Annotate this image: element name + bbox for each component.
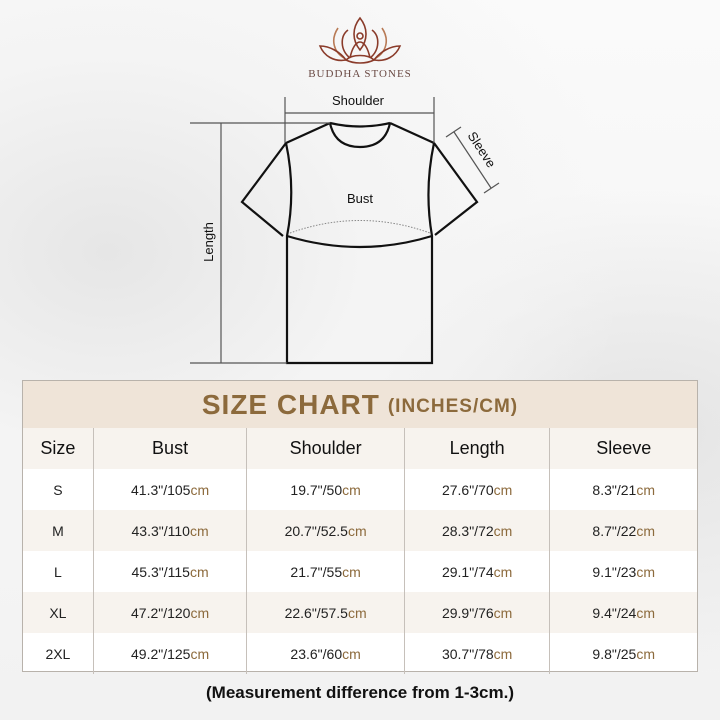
value-inches: 9.4"/24 [592, 604, 637, 621]
value-inches: 9.1"/23 [592, 563, 637, 580]
value-unit: cm [342, 481, 361, 498]
value-cell: 29.1"/74 cm [403, 551, 550, 592]
value-unit: cm [636, 481, 655, 498]
value-cell: 27.6"/70 cm [403, 469, 550, 510]
header-cell: Sleeve [549, 428, 697, 469]
size-cell: S [53, 481, 63, 498]
length-label: Length [201, 222, 216, 262]
value-inches: 41.3"/105 [131, 481, 191, 498]
value-unit: cm [347, 604, 367, 621]
brand-name: BUDDHA STONES [308, 68, 412, 80]
value-cell: 9.8"/25 cm [549, 633, 697, 674]
value-inches: 43.3"/110 [131, 522, 190, 539]
size-chart-title: SIZE CHART (INCHES/CM) [23, 381, 697, 428]
value-cell: 45.3"/115 cm [92, 551, 247, 592]
value-inches: 45.3"/115 [131, 563, 190, 580]
value-cell: 29.9"/76 cm [403, 592, 550, 633]
title-unit: (INCHES/CM) [387, 395, 519, 417]
value-cell: 49.2"/125 cm [92, 633, 247, 674]
table-row: S 41.3"/105 cm 19.7"/50 cm 27.6"/70 cm 8.3"/21 c… [23, 469, 697, 510]
value-unit: cm [189, 522, 209, 539]
value-inches: 27.6"/70 [441, 481, 494, 498]
value-cell: 28.3"/72 cm [403, 510, 550, 551]
value-cell: 23.6"/60 cm [246, 633, 404, 674]
value-cell: 9.4"/24 cm [549, 592, 697, 633]
value-cell: 8.7"/22 cm [549, 510, 697, 551]
value-unit: cm [493, 481, 513, 498]
size-chart-table: SIZE CHART (INCHES/CM) Size Bust Shoulde… [22, 380, 698, 674]
value-inches: 47.2"/120 [131, 604, 191, 621]
value-cell: 19.7"/50 cm [246, 469, 404, 510]
value-inches: 20.7"/52.5 [284, 522, 348, 539]
value-inches: 21.7"/55 [290, 563, 343, 580]
value-inches: 29.1"/74 [441, 563, 494, 580]
size-cell: XL [49, 604, 67, 621]
table-row: M 43.3"/110 cm 20.7"/52.5 cm 28.3"/72 cm 8.7"/2… [23, 510, 697, 551]
bust-dotted-line [289, 220, 431, 234]
size-cell: M [52, 522, 64, 539]
value-cell: 20.7"/52.5 cm [246, 510, 404, 551]
value-inches: 30.7"/78 [441, 645, 494, 662]
value-unit: cm [189, 563, 209, 580]
value-unit: cm [493, 645, 513, 662]
value-cell: 22.6"/57.5 cm [246, 592, 404, 633]
tshirt-outline [240, 121, 479, 365]
header-cell: Bust [92, 428, 247, 469]
value-unit: cm [190, 645, 210, 662]
value-unit: cm [342, 645, 361, 662]
header-cell: Shoulder [246, 428, 404, 469]
value-unit: cm [636, 522, 655, 539]
value-cell: 21.7"/55 cm [246, 551, 404, 592]
value-inches: 28.3"/72 [441, 522, 494, 539]
size-cell: 2XL [45, 645, 71, 662]
table-row: 2XL 49.2"/125 cm 23.6"/60 cm 30.7"/78 cm 9.8"/2… [23, 633, 697, 674]
value-inches: 8.7"/22 [592, 522, 637, 539]
value-inches: 22.6"/57.5 [284, 604, 348, 621]
bust-label: Bust [347, 191, 373, 206]
size-cell: L [54, 563, 62, 580]
header-cell: Size [40, 438, 76, 458]
tshirt-diagram: Shoulder Bust Length Sleeve [190, 16, 500, 365]
value-inches: 8.3"/21 [592, 481, 637, 498]
shoulder-label: Shoulder [332, 93, 385, 108]
value-unit: cm [493, 563, 513, 580]
value-cell: 47.2"/120 cm [92, 592, 247, 633]
value-cell: 8.3"/21 cm [549, 469, 697, 510]
table-row: XL 47.2"/120 cm 22.6"/57.5 cm 29.9"/76 cm 9.4"/… [23, 592, 697, 633]
value-inches: 23.6"/60 [290, 645, 343, 662]
value-inches: 19.7"/50 [290, 481, 343, 498]
sleeve-label: Sleeve [465, 129, 499, 171]
value-unit: cm [636, 645, 655, 662]
value-cell: 9.1"/23 cm [549, 551, 697, 592]
value-cell: 30.7"/78 cm [403, 633, 550, 674]
measure-lines [190, 97, 500, 364]
value-unit: cm [347, 522, 367, 539]
value-inches: 49.2"/125 [131, 645, 191, 662]
value-unit: cm [190, 481, 210, 498]
value-unit: cm [190, 604, 210, 621]
measurement-note: (Measurement difference from 1-3cm.) [206, 683, 514, 702]
value-unit: cm [636, 604, 655, 621]
value-cell: 43.3"/110 cm [92, 510, 247, 551]
lotus-meditation-logo [318, 16, 402, 64]
value-cell: 41.3"/105 cm [92, 469, 247, 510]
value-unit: cm [493, 604, 513, 621]
title-text: SIZE CHART [201, 388, 380, 420]
value-unit: cm [342, 563, 361, 580]
header-row: Size Bust Shoulder Length Sleeve [23, 428, 697, 469]
value-inches: 29.9"/76 [441, 604, 494, 621]
value-unit: cm [636, 563, 655, 580]
header-cell: Length [403, 428, 550, 469]
value-unit: cm [493, 522, 513, 539]
table-row: L 45.3"/115 cm 21.7"/55 cm 29.1"/74 cm 9.1"/23 c… [23, 551, 697, 592]
value-inches: 9.8"/25 [592, 645, 637, 662]
